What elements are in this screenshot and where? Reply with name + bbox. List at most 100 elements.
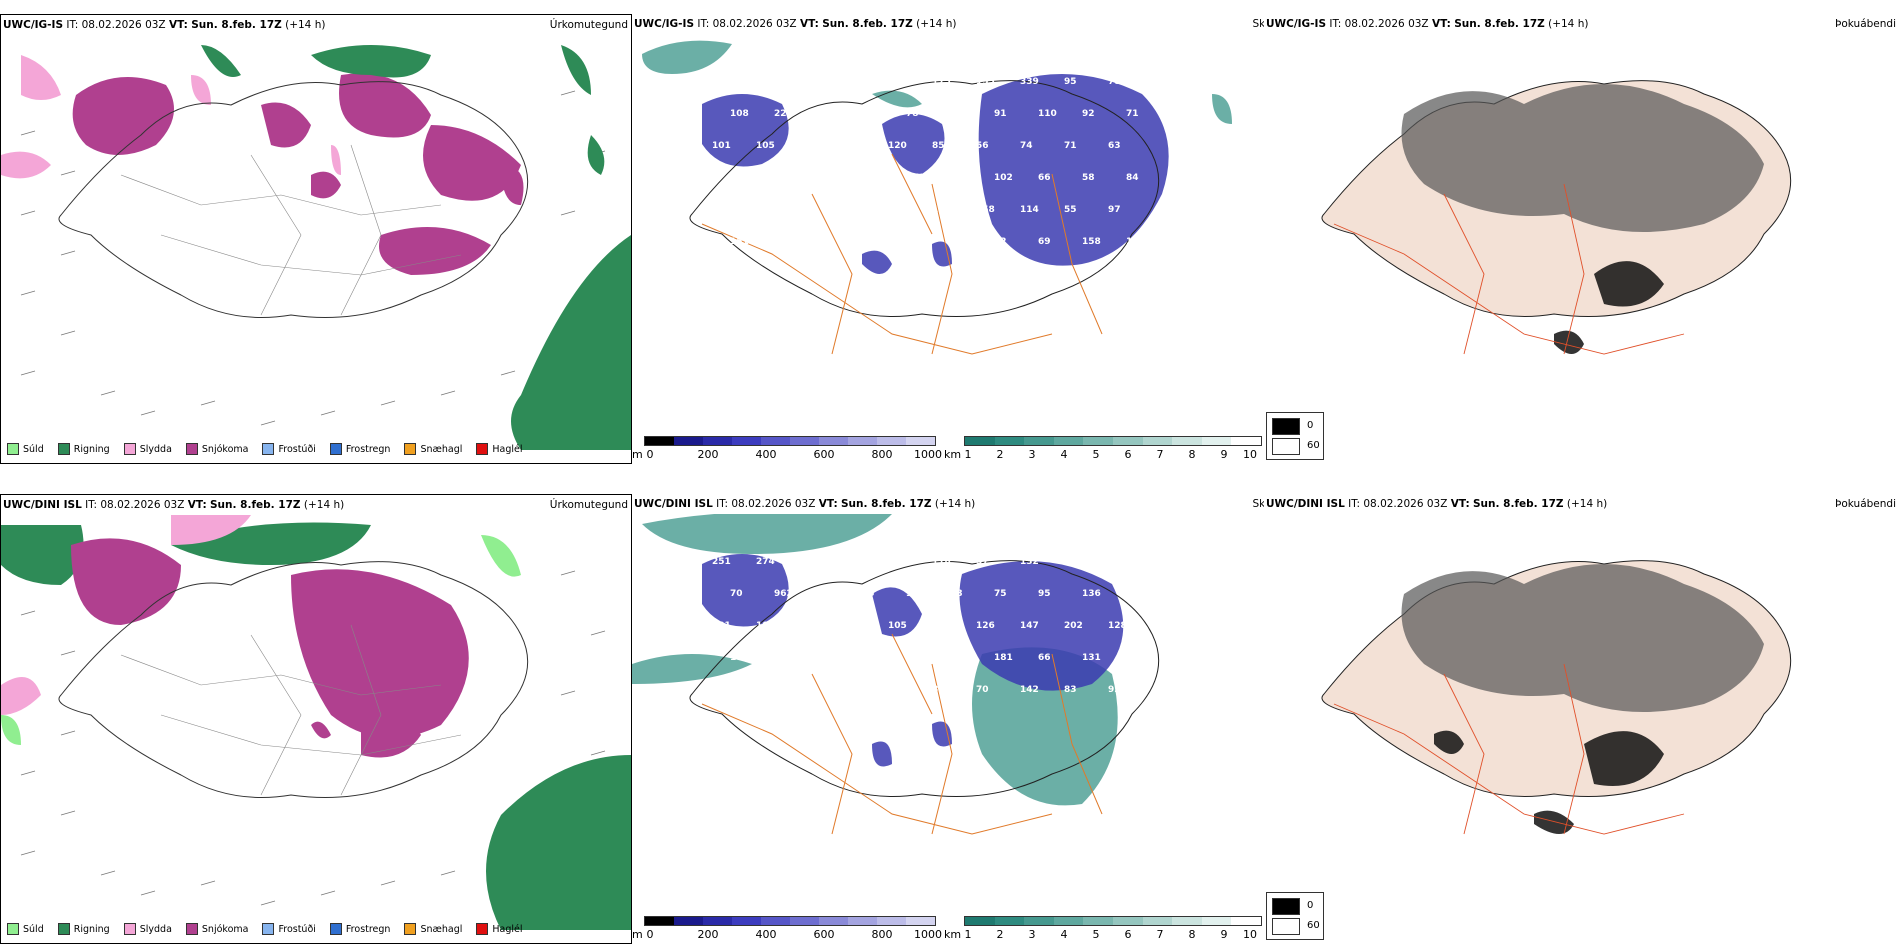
cloudbase-value: 175 [932,77,951,87]
cloudbase-value: 56 [818,589,831,599]
cloudbase-value: 152 [800,77,819,87]
cloudbase-value: 82 [932,685,945,695]
precip-map [1,515,631,930]
cloudbase-value: 209 [862,173,881,183]
cloudbase-value: 128 [888,557,907,567]
cloudbase-value: 128 [1108,621,1127,631]
legend-item: Frostregn [329,923,390,935]
tick-label: 2 [996,928,1004,941]
road-network [1333,183,1685,355]
cloud-panel-bottom: UWC/DINI ISL IT: 08.02.2026 03Z VT: Sun.… [632,494,1264,944]
cloudbase-value: 88 [818,237,831,247]
tick-label: 400 [755,928,777,941]
legend-item: Súld [7,443,44,455]
rain-area [1,522,631,930]
tick-label: 200 [697,928,719,941]
tick-label: 2 [996,448,1004,461]
cloudbase-value: 78 [1108,77,1121,87]
cloudbase-unit: m [632,928,643,941]
road-network [120,624,462,796]
legend-item: Rigning [57,443,110,455]
legend-item: Slydda [123,923,172,935]
tick-label: 10 [1243,448,1257,461]
blue-area [702,74,1169,274]
fog-area [1401,564,1764,712]
cloudbase-value: 189 [730,653,749,663]
cloudbase-value: 84 [1126,173,1139,183]
cloudbase-value: 22 [844,685,857,695]
tick-label: 800 [871,448,893,461]
iceland-outline [689,560,1160,797]
cloudbase-value: 55 [1064,205,1077,215]
cloudbase-value: 300 [906,653,925,663]
cloudbase-value: 339 [1020,77,1039,87]
cloudbase-value: 92 [994,237,1007,247]
legend-item: Haglél [476,443,523,455]
cloudbase-value: 154 [774,653,793,663]
blue-area [702,554,1124,767]
tick-label: 7 [1156,448,1164,461]
cloudbase-value: 170 [906,173,925,183]
cloudbase-value: 74 [1020,141,1033,151]
cloudbase-value: 149 [862,653,881,663]
cloudbase-value: 274 [756,557,775,567]
teal-area [642,40,1232,124]
cloudbase-value: 173 [932,621,951,631]
cloudbase-value: 85 [932,141,945,151]
tick-label: 200 [697,448,719,461]
sleet-area [1,515,251,715]
tick-label: 600 [813,928,835,941]
tick-label: 4 [1060,448,1068,461]
cloudbase-value: 747 [756,205,775,215]
panel-title: UWC/IG-IS IT: 08.02.2026 03Z VT: Sun. 8.… [634,18,957,30]
cloudbase-value: 114 [1020,205,1039,215]
cloudbase-value: 164 [1126,237,1145,247]
cloudbase-value: 69 [1038,237,1051,247]
cloudbase-value: 149 [774,237,793,247]
legend-item: Frostúði [262,443,316,455]
cloudbase-value: 52 [730,173,743,183]
cloudbase-value: 165 [888,205,907,215]
panel-title: UWC/DINI ISL IT: 08.02.2026 03Z VT: Sun.… [1266,498,1608,510]
legend-item: Frostúði [262,923,316,935]
tick-label: 1000 [914,928,942,941]
cloudbase-value: 95 [1064,77,1077,87]
tick-label: 6 [1124,928,1132,941]
precip-panel-bottom: UWC/DINI ISL IT: 08.02.2026 03Z VT: Sun.… [0,494,632,944]
cloud-map: 197 234 152 185 389 175 155 339 95 78 108 222 83 51 78… [642,40,1232,355]
tick-label: 5 [1092,928,1100,941]
cloudbase-value: 389 [888,77,907,87]
cloudbase-value: 155 [976,77,995,87]
tick-label: 1 [964,448,972,461]
panel-type-label: Úrkomutegund [549,499,628,511]
cloudbase-value: 66 [1038,653,1051,663]
visibility-colorbar-top: km 1 2 3 4 5 6 7 8 9 10 [944,436,1264,462]
legend-item: Snæhagl [404,443,462,455]
cloudbase-value: 95 [1038,589,1051,599]
cloudbase-value: 97 [1108,205,1121,215]
fog-legend-value: 0 [1307,900,1314,911]
iceland-outline [58,561,529,798]
road-network [120,144,462,316]
legend-item: Snæhagl [404,923,462,935]
legend-item: Frostregn [329,443,390,455]
cloudbase-value: 183 [1126,653,1145,663]
cloudbase-value: 158 [976,205,995,215]
tick-label: 9 [1220,928,1228,941]
cloudbase-value: 142 [1020,685,1039,695]
cloudbase-value: 70 [800,205,813,215]
panel-title: UWC/IG-IS IT: 08.02.2026 03Z VT: Sun. 8.… [3,19,326,31]
cloudbase-value: 142 [774,173,793,183]
legend-item: Snjókoma [185,443,248,455]
cloudbase-value: 92 [1082,109,1095,119]
cloudbase-value: 78 [906,109,919,119]
panel-type-label: Úrkomutegund [549,19,628,31]
cloudbase-value: 202 [1064,621,1083,631]
cloudbase-value: 88 [950,589,963,599]
cloudbase-value: 83 [906,237,919,247]
visibility-unit: km [944,928,962,941]
cloudbase-value: 142 [844,205,863,215]
iceland-outline [58,81,529,318]
cloudbase-value: 105 [888,621,907,631]
precip-legend: Súld Rigning Slydda Snjókoma Frostúði Fr… [7,443,523,455]
